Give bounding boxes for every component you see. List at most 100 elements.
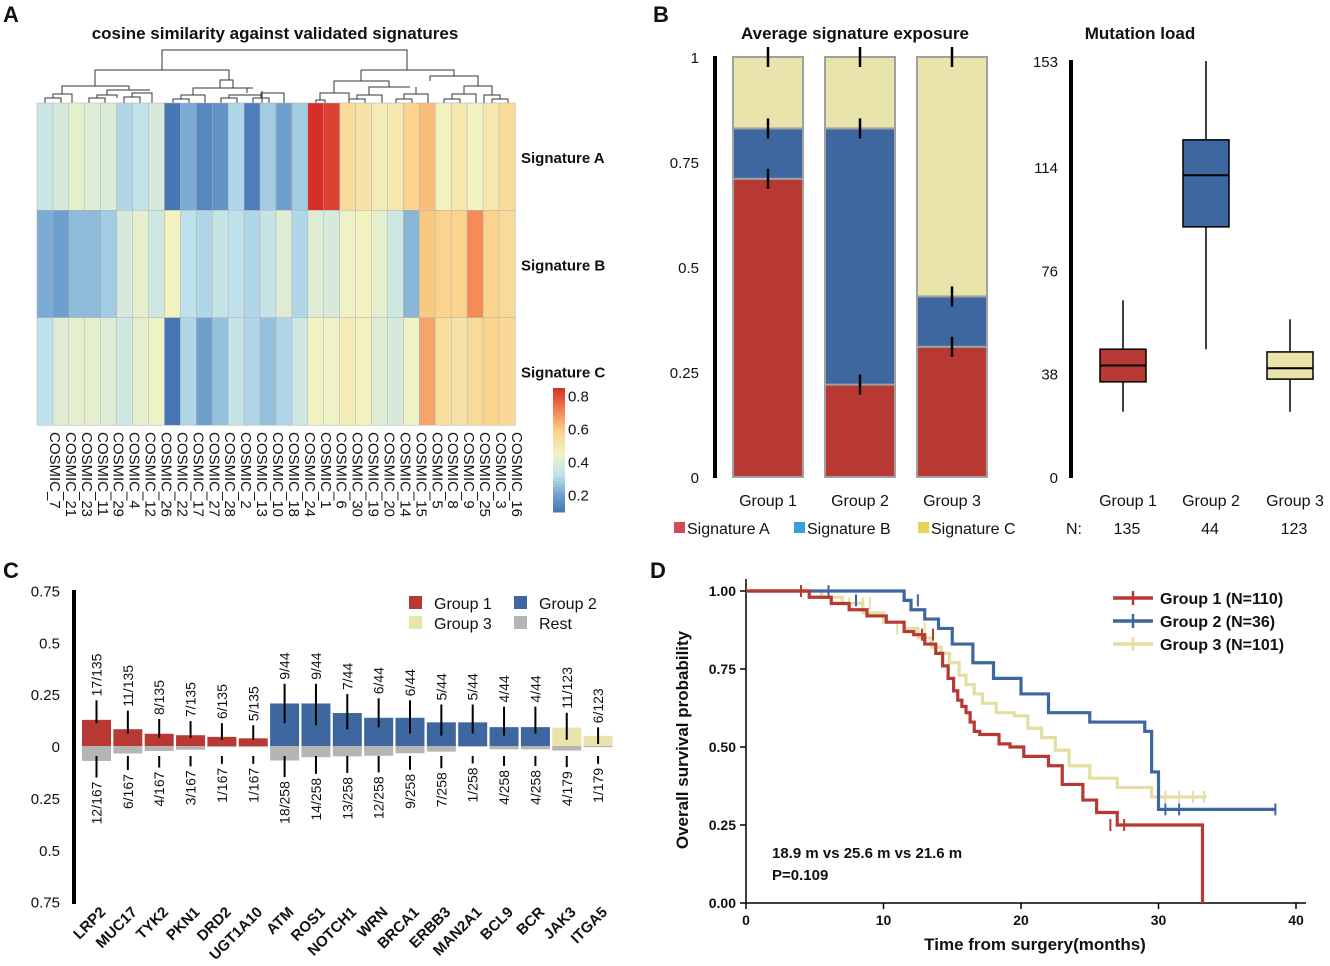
colorbar-segment: [553, 453, 565, 457]
mutation-load-n-row: 135 44 123 N:: [1066, 521, 1307, 538]
frequency-bottom-label: 9/258: [402, 774, 418, 809]
exposure-y-tick-label: 1: [691, 50, 699, 67]
frequency-legend-label: Group 1: [434, 596, 492, 613]
heatmap-cell: [291, 102, 309, 211]
heatmap-cell: [498, 102, 516, 211]
mutation-load-title: Mutation load: [1085, 24, 1195, 43]
frequency-rest-bar: [458, 746, 488, 747]
heatmap-cell: [84, 210, 102, 319]
exposure-y-tick-label: 0.5: [678, 260, 699, 277]
colorbar-segment: [553, 388, 565, 392]
frequency-top-label: 6/44: [402, 669, 418, 696]
heatmap-cell: [116, 210, 134, 319]
heatmap-cell: [100, 317, 118, 426]
colorbar-segment: [553, 440, 565, 445]
heatmap-cell: [132, 317, 150, 426]
survival-curve: [746, 589, 1205, 903]
heatmap-cell: [132, 102, 150, 211]
mutation-load-boxes: Group 1 Group 2 Group 3: [1099, 61, 1324, 510]
survival-y-tick-label: 0.25: [709, 817, 736, 833]
heatmap-title: cosine similarity against validated sign…: [92, 24, 459, 43]
frequency-y-tick-label: 0.5: [39, 635, 60, 652]
heatmap-column-label: COSMIC_4: [126, 432, 143, 509]
panel-letter-c: C: [3, 558, 19, 583]
heatmap-cell: [68, 210, 86, 319]
heatmap-cell: [100, 102, 118, 211]
heatmap-cell: [450, 102, 468, 211]
heatmap-cell: [371, 102, 389, 211]
frequency-rest-bar: [520, 746, 550, 750]
frequency-rest-bar: [332, 746, 362, 757]
heatmap-colorbar: 0.2 0.4 0.6 0.8: [553, 388, 589, 513]
colorbar-tick-label: 0.2: [568, 487, 589, 504]
heatmap-cell: [498, 210, 516, 319]
frequency-rest-bar: [176, 746, 206, 750]
colorbar-segment: [553, 484, 565, 488]
colorbar-segment: [553, 474, 565, 479]
frequency-top-label: 4/44: [496, 675, 512, 702]
colorbar-segment: [553, 477, 565, 482]
heatmap-cell: [211, 317, 229, 426]
survival-legend-label: Group 3 (N=101): [1160, 637, 1284, 654]
frequency-gene-label: BCL9: [477, 904, 517, 944]
colorbar-segment: [553, 499, 565, 504]
heatmap-cell: [211, 210, 229, 319]
mutation-load-y-tick-label: 0: [1050, 470, 1058, 487]
heatmap-cell: [164, 210, 181, 319]
heatmap-cell: [387, 317, 404, 426]
frequency-rest-bar: [583, 746, 613, 748]
heatmap-cell: [403, 102, 420, 211]
heatmap-row-label: Signature C: [521, 365, 605, 382]
colorbar-tick-label: 0.8: [568, 388, 589, 405]
frequency-bottom-label: 7/258: [433, 772, 449, 807]
frequency-top-label: 9/44: [308, 652, 324, 679]
frequency-group-bar: [238, 738, 268, 746]
frequency-legend-swatch: [514, 616, 527, 629]
colorbar-segment: [553, 406, 565, 411]
heatmap-cell: [259, 317, 277, 426]
frequency-top-label: 9/44: [277, 652, 293, 679]
frequency-bottom-label: 4/179: [559, 771, 575, 806]
heatmap-cell: [52, 210, 70, 319]
frequency-rest-bar: [238, 746, 268, 748]
heatmap-row-label: Signature B: [521, 257, 605, 274]
heatmap-column-label: COSMIC_3: [492, 432, 509, 509]
frequency-y-tick-label: 0.5: [39, 843, 60, 860]
frequency-top-label: 11/135: [120, 665, 136, 707]
frequency-top-label: 4/44: [527, 675, 543, 702]
exposure-legend-label: Signature A: [687, 521, 770, 538]
frequency-top-label: 11/123: [559, 667, 575, 709]
survival-x-tick-label: 30: [1151, 912, 1167, 928]
mutation-load-n-label: N:: [1066, 521, 1082, 538]
heatmap-cell: [435, 317, 452, 426]
frequency-legend-swatch: [514, 596, 527, 609]
frequency-rest-bar: [489, 746, 519, 750]
heatmap-cell: [466, 210, 484, 319]
heatmap-column-label: COSMIC_8: [444, 432, 461, 509]
exposure-legend: Signature A Signature B Signature C: [674, 521, 1016, 538]
heatmap-column-label: COSMIC_22: [173, 432, 190, 517]
heatmap-column-label: COSMIC_2: [237, 432, 254, 509]
exposure-bar-segment: [824, 127, 896, 386]
colorbar-segment: [553, 443, 565, 448]
heatmap-cell: [196, 317, 213, 426]
frequency-bottom-label: 1/167: [214, 768, 230, 803]
frequency-y-tick-label: 0.25: [31, 791, 60, 808]
frequency-legend-swatch: [409, 616, 422, 629]
colorbar-segment: [553, 412, 565, 417]
survival-legend-label: Group 1 (N=110): [1160, 591, 1283, 608]
heatmap-column-label: COSMIC_28: [221, 432, 238, 517]
heatmap-grid: Signature A Signature B Signature C COSMIC_…: [36, 102, 605, 517]
heatmap-cell: [339, 102, 357, 211]
heatmap-cell: [307, 102, 325, 211]
heatmap-cell: [227, 102, 245, 211]
frequency-top-label: 5/44: [465, 673, 481, 700]
heatmap-cell: [164, 317, 181, 426]
mutation-load-category-label: Group 3: [1266, 493, 1324, 510]
survival-panel: 0.00 0.25 0.50 0.75 1.00 0 10 20 30 40 Group 1 (N…: [673, 579, 1306, 954]
exposure-bar-segment: [824, 383, 896, 479]
colorbar-segment: [553, 431, 565, 435]
heatmap-cell: [355, 102, 373, 211]
colorbar-tick-label: 0.4: [568, 454, 589, 471]
